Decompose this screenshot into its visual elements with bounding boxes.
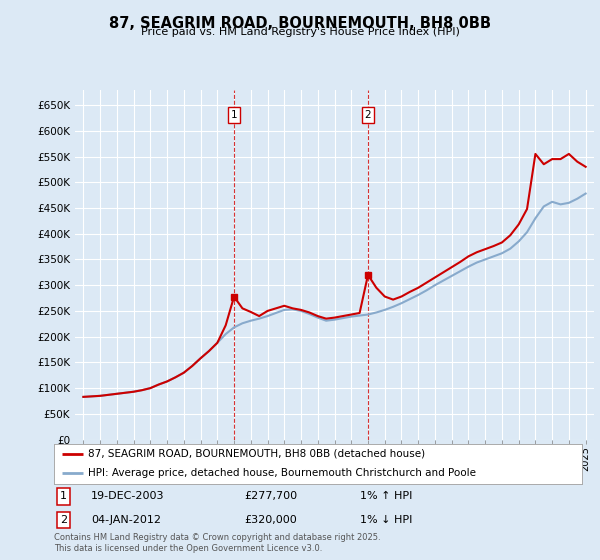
Text: 2: 2 [60, 515, 67, 525]
Text: HPI: Average price, detached house, Bournemouth Christchurch and Poole: HPI: Average price, detached house, Bour… [88, 468, 476, 478]
Text: 1% ↓ HPI: 1% ↓ HPI [360, 515, 413, 525]
Text: £320,000: £320,000 [244, 515, 297, 525]
Text: 87, SEAGRIM ROAD, BOURNEMOUTH, BH8 0BB (detached house): 87, SEAGRIM ROAD, BOURNEMOUTH, BH8 0BB (… [88, 449, 425, 459]
Text: Contains HM Land Registry data © Crown copyright and database right 2025.
This d: Contains HM Land Registry data © Crown c… [54, 533, 380, 553]
Text: 2: 2 [365, 110, 371, 120]
Text: 1: 1 [231, 110, 238, 120]
Text: Price paid vs. HM Land Registry's House Price Index (HPI): Price paid vs. HM Land Registry's House … [140, 27, 460, 37]
Text: 04-JAN-2012: 04-JAN-2012 [91, 515, 161, 525]
Text: 1: 1 [60, 492, 67, 501]
Text: 1% ↑ HPI: 1% ↑ HPI [360, 492, 413, 501]
Text: 87, SEAGRIM ROAD, BOURNEMOUTH, BH8 0BB: 87, SEAGRIM ROAD, BOURNEMOUTH, BH8 0BB [109, 16, 491, 31]
Text: 19-DEC-2003: 19-DEC-2003 [91, 492, 164, 501]
Text: £277,700: £277,700 [244, 492, 297, 501]
